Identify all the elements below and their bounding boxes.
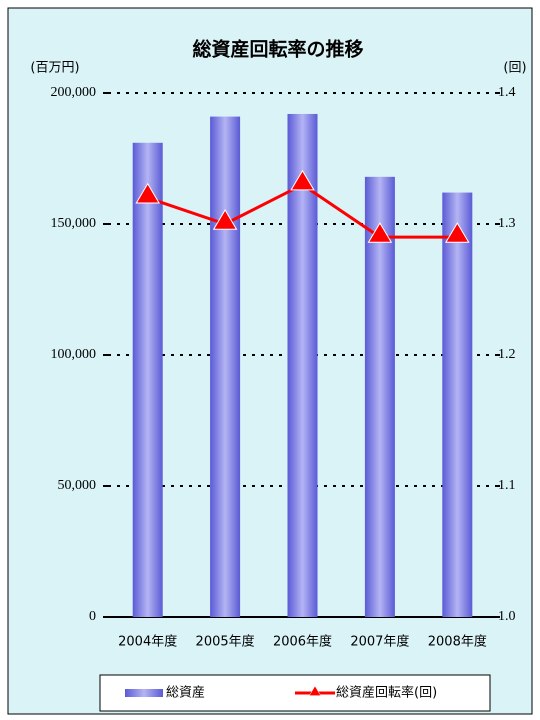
marker <box>135 182 160 204</box>
y2-tick-label: 1.3 <box>498 216 516 231</box>
x-tick-label: 2006年度 <box>273 634 332 650</box>
marker <box>290 169 315 191</box>
legend-swatch <box>125 689 163 697</box>
marker <box>367 222 393 243</box>
bar <box>442 192 473 617</box>
bar <box>287 113 318 618</box>
y-tick-label: 100,000 <box>51 347 97 362</box>
y2-tick-label: 1.1 <box>498 478 516 493</box>
x-tick-label: 2004年度 <box>118 634 177 650</box>
chart-title: 総資産回転率の推移 <box>192 38 363 61</box>
y-tick-label: 150,000 <box>51 216 97 231</box>
legend-marker <box>308 685 322 696</box>
y-axis-label: (百万円) <box>30 61 79 76</box>
y2-axis-label: (回) <box>503 61 526 76</box>
y-tick-label: 200,000 <box>51 85 97 100</box>
y-tick-label: 50,000 <box>58 478 97 493</box>
y2-tick-label: 1.2 <box>498 347 516 362</box>
legend-label: 総資産回転率(回) <box>336 685 437 701</box>
y-tick-label: 0 <box>89 609 96 624</box>
x-tick-label: 2005年度 <box>196 634 255 650</box>
y2-tick-label: 1.4 <box>498 85 516 100</box>
x-tick-label: 2008年度 <box>428 634 487 650</box>
y2-tick-label: 1.0 <box>498 609 516 624</box>
legend-label: 総資産 <box>166 685 205 701</box>
marker <box>212 209 238 230</box>
bar <box>210 116 241 617</box>
marker <box>445 222 470 243</box>
bar <box>364 176 395 617</box>
bar <box>132 142 163 617</box>
x-tick-label: 2007年度 <box>350 634 409 650</box>
